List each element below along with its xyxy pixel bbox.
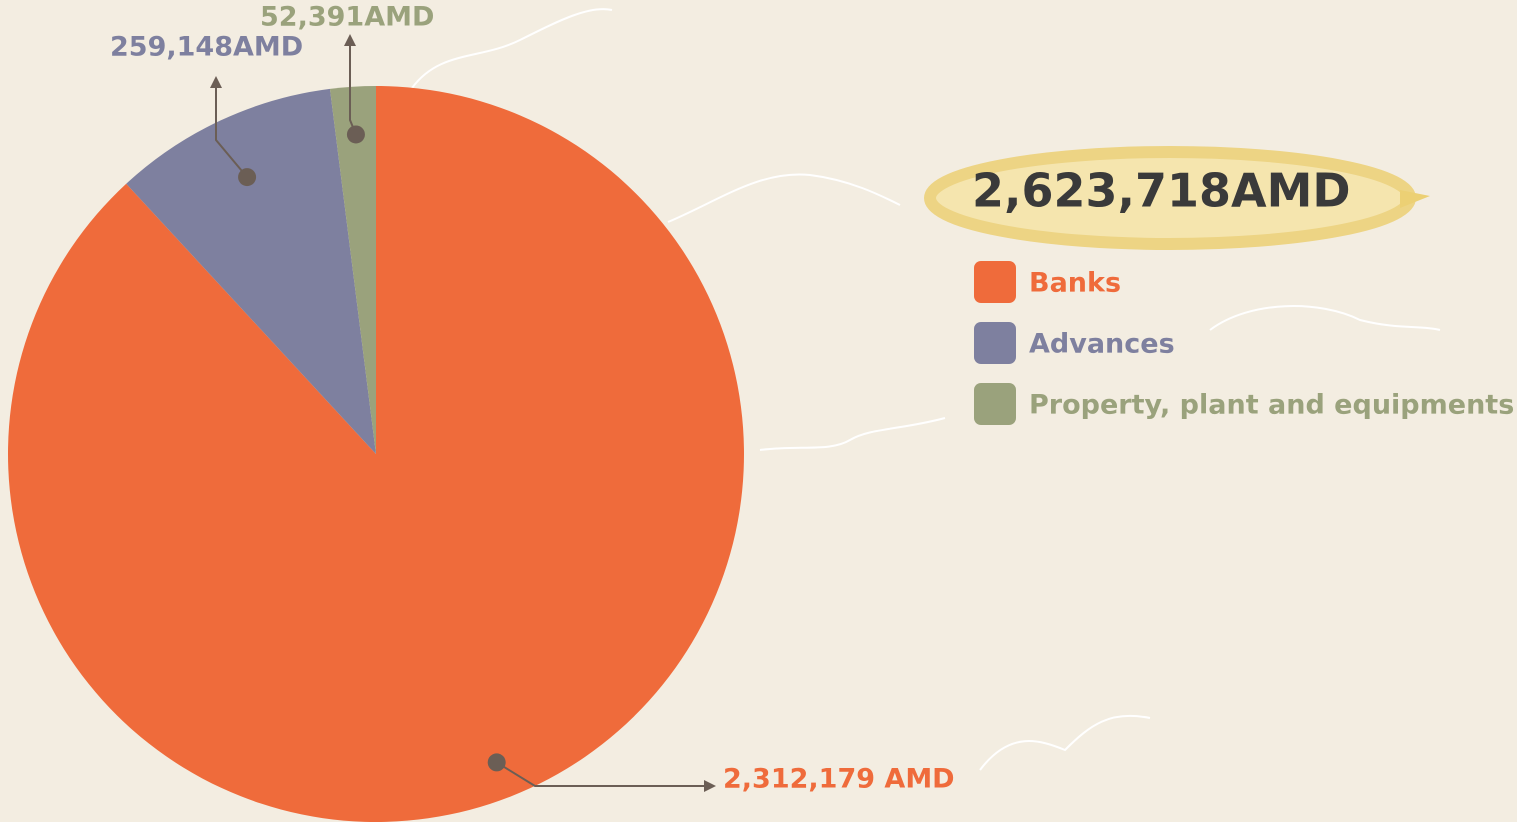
chart: 2,623,718AMD 2,312,179 AMD 259,148AMD52,3…	[0, 0, 1517, 822]
legend-label: Advances	[1029, 329, 1175, 360]
total-label: 2,623,718AMD	[972, 164, 1351, 218]
leader-dot	[488, 753, 506, 771]
value-label: 2,312,179 AMD	[723, 764, 955, 795]
legend-swatch	[974, 383, 1016, 425]
legend-swatch	[974, 261, 1016, 303]
leader-dot	[347, 125, 365, 143]
value-label: 259,148AMD	[110, 32, 303, 63]
leader-dot	[238, 168, 256, 186]
page: 2,623,718AMD 2,312,179 AMD 259,148AMD52,3…	[0, 0, 1517, 822]
legend-label: Banks	[1029, 268, 1121, 299]
value-label: 52,391AMD	[260, 2, 434, 33]
legend-swatch	[974, 322, 1016, 364]
legend-label: Property, plant and equipments	[1029, 390, 1514, 421]
